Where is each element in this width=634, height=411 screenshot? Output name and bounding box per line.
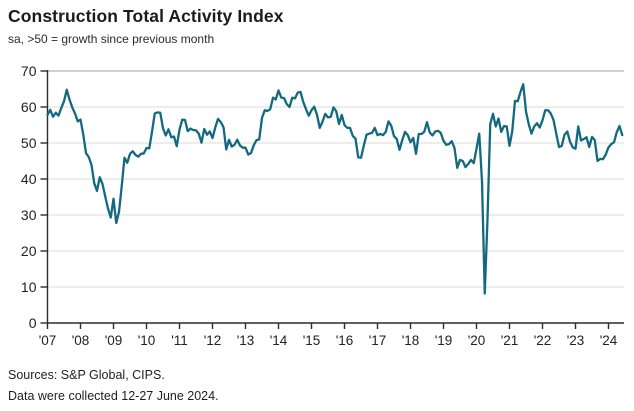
activity-index-line bbox=[46, 83, 624, 295]
x-tick-label-23: '23 bbox=[567, 333, 585, 348]
x-tick-label-11: '11 bbox=[171, 333, 188, 348]
x-tick-label-22: '22 bbox=[534, 333, 552, 348]
x-tick-label-21: '21 bbox=[501, 333, 519, 348]
collection-note: Data were collected 12-27 June 2024. bbox=[8, 389, 219, 403]
x-tick-label-17: '17 bbox=[369, 333, 387, 348]
x-tick-label-20: '20 bbox=[468, 333, 486, 348]
data-line bbox=[46, 83, 624, 295]
x-tick-label-07: '07 bbox=[39, 333, 57, 348]
x-tick-label-18: '18 bbox=[402, 333, 420, 348]
y-tick-label-60: 60 bbox=[21, 99, 37, 115]
y-tick-label-10: 10 bbox=[21, 279, 37, 295]
x-tick-label-15: '15 bbox=[303, 333, 321, 348]
y-tick-label-0: 0 bbox=[29, 315, 37, 331]
sources-note: Sources: S&P Global, CIPS. bbox=[8, 368, 165, 382]
y-tick-label-50: 50 bbox=[21, 135, 37, 151]
y-axis-ticks bbox=[40, 70, 48, 324]
x-tick-label-13: '13 bbox=[237, 333, 255, 348]
x-tick-label-10: '10 bbox=[138, 333, 156, 348]
x-tick-label-12: '12 bbox=[204, 333, 222, 348]
x-tick-label-19: '19 bbox=[435, 333, 453, 348]
x-tick-label-16: '16 bbox=[336, 333, 354, 348]
x-axis-ticks bbox=[46, 323, 610, 329]
y-gridlines bbox=[47, 70, 624, 288]
x-axis-labels: '07 '08 '09 '10 '11 '12 '13 '14 '15 '16 '17 '18 '19 '… bbox=[39, 333, 618, 348]
y-axis-labels: 0 10 20 30 40 50 60 70 bbox=[21, 63, 37, 331]
x-tick-label-24: '24 bbox=[600, 333, 618, 348]
x-tick-label-08: '08 bbox=[72, 333, 90, 348]
y-tick-label-70: 70 bbox=[21, 63, 37, 79]
chart-subtitle: sa, >50 = growth since previous month bbox=[8, 32, 215, 46]
x-tick-label-09: '09 bbox=[105, 333, 123, 348]
y-tick-label-30: 30 bbox=[21, 207, 37, 223]
x-tick-label-14: '14 bbox=[270, 333, 288, 348]
axis-spines bbox=[46, 70, 624, 324]
chart-title: Construction Total Activity Index bbox=[8, 6, 284, 26]
y-tick-label-20: 20 bbox=[21, 243, 37, 259]
y-tick-label-40: 40 bbox=[21, 171, 37, 187]
